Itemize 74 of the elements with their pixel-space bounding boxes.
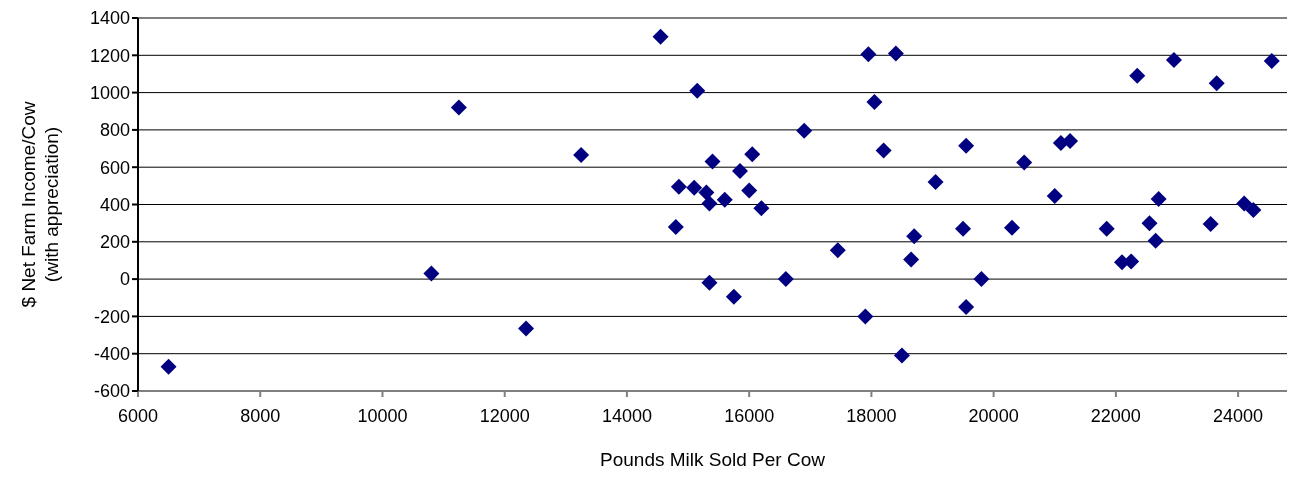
point [753, 200, 770, 217]
point [1165, 51, 1182, 68]
point [741, 182, 758, 199]
y-tick-label: 400 [99, 194, 130, 215]
point [573, 147, 590, 164]
point [701, 274, 718, 291]
point [1202, 216, 1219, 233]
point [1129, 67, 1146, 84]
point [689, 82, 706, 99]
y-tick-label: 800 [99, 120, 130, 141]
point [698, 184, 715, 201]
y-tick-label: 1400 [89, 8, 130, 29]
point [1147, 232, 1164, 249]
point [160, 358, 177, 375]
x-tick-label: 18000 [846, 405, 897, 426]
y-tick-label: 600 [99, 157, 130, 178]
x-tick-label: 12000 [479, 405, 530, 426]
point [1003, 219, 1020, 236]
point [1046, 188, 1063, 205]
y-tick-label: -600 [93, 381, 130, 402]
point [777, 271, 794, 288]
point [927, 174, 944, 191]
point [686, 179, 703, 196]
y-tick-label: 1200 [89, 45, 130, 66]
x-tick-label: 10000 [357, 405, 408, 426]
point [906, 228, 923, 245]
x-tick-label: 16000 [724, 405, 775, 426]
point [875, 142, 892, 159]
point [716, 191, 733, 208]
point [652, 28, 669, 45]
point [1236, 195, 1253, 212]
point [1208, 75, 1225, 92]
point [1141, 215, 1158, 232]
point [518, 320, 535, 337]
point [1062, 133, 1079, 150]
point [667, 218, 684, 235]
point [423, 265, 440, 282]
point [796, 122, 813, 139]
point [1245, 202, 1262, 219]
point [860, 46, 877, 63]
y-tick-label: -200 [93, 306, 130, 327]
y-tick-label: 1000 [89, 82, 130, 103]
point [732, 162, 748, 179]
point [857, 308, 874, 325]
point [704, 153, 721, 170]
point [887, 45, 904, 62]
x-tick-label: 6000 [117, 405, 159, 426]
point [866, 93, 883, 110]
y-tick-label: -400 [93, 344, 130, 365]
point [955, 220, 972, 237]
y-tick-label: 0 [119, 269, 130, 290]
point [958, 137, 975, 154]
point [744, 146, 761, 163]
point [973, 271, 990, 288]
x-tick-label: 8000 [240, 405, 281, 426]
point [725, 288, 742, 305]
y-tick-label: 200 [99, 232, 130, 253]
point [1016, 154, 1033, 171]
point [1098, 220, 1115, 237]
x-tick-label: 22000 [1090, 405, 1141, 426]
point [893, 347, 910, 364]
point [1150, 190, 1167, 207]
point [829, 242, 846, 259]
point [670, 178, 687, 195]
x-axis-title: Pounds Milk Sold Per Cow [600, 449, 826, 470]
x-tick-label: 24000 [1213, 405, 1264, 426]
point [958, 299, 975, 316]
point [450, 99, 467, 116]
point [1263, 52, 1280, 69]
point [701, 195, 718, 212]
x-tick-label: 14000 [601, 405, 652, 426]
y-axis-title: $ Net Farm Income/Cow (with appreciation) [18, 101, 62, 308]
point [903, 251, 920, 268]
x-tick-label: 20000 [968, 405, 1019, 426]
